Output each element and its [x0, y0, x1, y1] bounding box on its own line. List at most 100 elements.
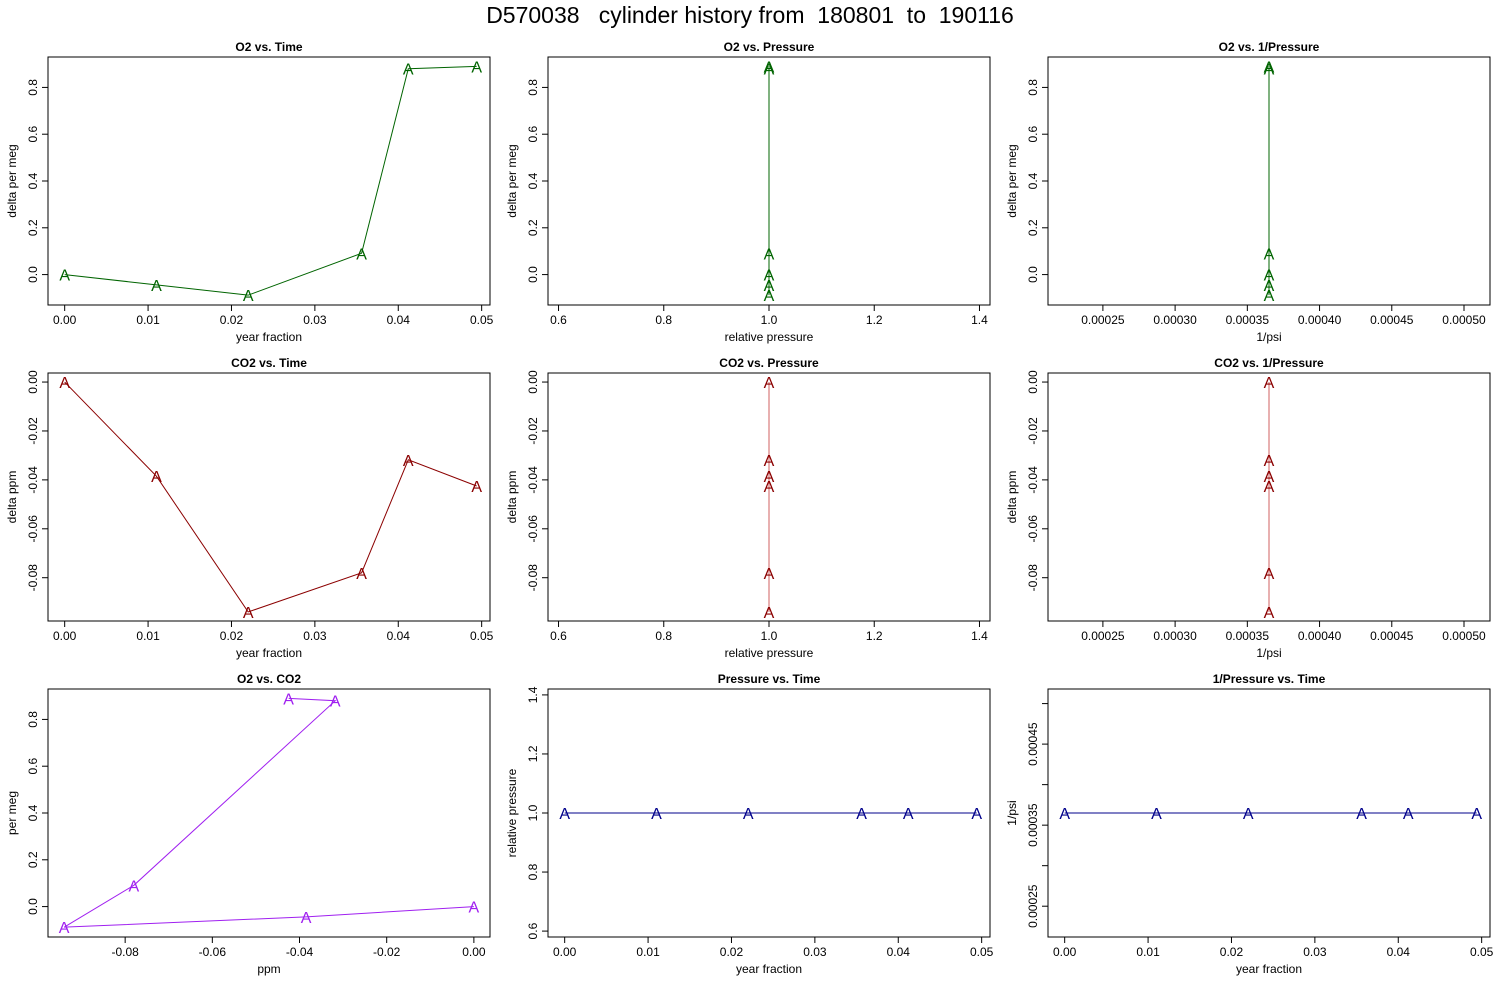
x-tick-label: -0.06	[199, 945, 227, 959]
y-tick-label: 0.00035	[1026, 803, 1040, 847]
x-tick-label: 0.03	[303, 629, 327, 643]
x-axis-label: 1/psi	[1256, 646, 1281, 660]
x-axis-label: year fraction	[236, 330, 302, 344]
y-axis-label: delta ppm	[5, 471, 19, 524]
y-tick-label: 0.00	[1026, 370, 1040, 394]
panel-title: O2 vs. Time	[235, 40, 302, 54]
x-axis-label: ppm	[257, 962, 280, 976]
panel-title: CO2 vs. Time	[231, 356, 307, 370]
data-point-marker: A	[1264, 62, 1275, 79]
data-point-marker: A	[764, 246, 775, 263]
data-point-marker: A	[1356, 806, 1367, 823]
data-point-marker: A	[764, 288, 775, 305]
y-tick-label: 0.8	[526, 863, 540, 880]
y-tick-label: 0.0	[526, 266, 540, 283]
x-tick-label: 0.8	[655, 313, 672, 327]
x-axis-label: 1/psi	[1256, 330, 1281, 344]
x-tick-label: 0.04	[387, 629, 411, 643]
x-tick-label: 0.00025	[1081, 629, 1125, 643]
x-tick-label: 0.6	[550, 313, 567, 327]
y-tick-label: 0.2	[1026, 219, 1040, 236]
y-tick-label: -0.04	[1026, 466, 1040, 494]
data-point-marker: A	[403, 453, 414, 470]
plot-frame	[47, 372, 491, 622]
data-point-marker: A	[903, 806, 914, 823]
panel-title: CO2 vs. Pressure	[719, 356, 819, 370]
y-tick-label: 0.8	[526, 79, 540, 96]
x-tick-label: 0.00045	[1370, 629, 1414, 643]
y-axis-label: 1/psi	[1005, 800, 1019, 825]
y-tick-label: 0.00025	[1026, 884, 1040, 928]
y-tick-label: 1.4	[526, 686, 540, 703]
x-tick-label: 0.00030	[1153, 313, 1197, 327]
chart-panel: CO2 vs. Pressure 0.6 0.8 1.0 1.2 1.4 0.00 -0.02…	[505, 356, 991, 660]
data-point-marker: A	[1264, 375, 1275, 392]
data-point-marker: A	[471, 59, 482, 76]
panel-title: CO2 vs. 1/Pressure	[1214, 356, 1324, 370]
x-tick-label: -0.04	[286, 945, 314, 959]
chart-panel: CO2 vs. 1/Pressure 0.00025 0.00030 0.00035 0…	[1005, 356, 1491, 660]
x-tick-label: 0.00040	[1298, 313, 1342, 327]
data-point-marker: A	[283, 691, 294, 708]
data-point-marker: A	[764, 62, 775, 79]
panel-title: Pressure vs. Time	[718, 672, 821, 686]
data-point-marker: A	[1264, 268, 1275, 285]
data-point-marker: A	[764, 469, 775, 486]
data-point-marker: A	[1264, 479, 1275, 496]
chart-panel: O2 vs. Pressure 0.6 0.8 1.0 1.2 1.4 0.0 0.2 0.4 0…	[505, 40, 991, 344]
x-axis-label: year fraction	[236, 646, 302, 660]
plot-frame	[47, 56, 491, 306]
data-point-marker: A	[856, 806, 867, 823]
y-tick-label: 0.2	[26, 219, 40, 236]
y-tick-label: 0.4	[26, 172, 40, 189]
data-point-marker: A	[129, 878, 140, 895]
data-point-marker: A	[1243, 806, 1254, 823]
x-axis-label: year fraction	[1236, 962, 1302, 976]
series-line	[64, 65, 477, 296]
y-axis-label: per meg	[5, 791, 19, 835]
x-axis-label: relative pressure	[725, 330, 814, 344]
x-axis-label: year fraction	[736, 962, 802, 976]
chart-panel: O2 vs. CO2 -0.08 -0.06 -0.04 -0.02 0.00 0.0 0.2…	[5, 672, 491, 976]
data-point-marker: A	[1059, 806, 1070, 823]
x-tick-label: 1.0	[761, 313, 778, 327]
data-point-marker: A	[1264, 453, 1275, 470]
data-point-marker: A	[1264, 59, 1275, 76]
chart-panel: O2 vs. 1/Pressure 0.00025 0.00030 0.00035 0.…	[1005, 40, 1491, 344]
data-point-marker: A	[151, 278, 162, 295]
x-tick-label: 0.00040	[1298, 629, 1342, 643]
y-tick-label: 0.4	[26, 804, 40, 821]
data-point-marker: A	[1264, 246, 1275, 263]
panel-title: 1/Pressure vs. Time	[1213, 672, 1326, 686]
y-tick-label: -0.08	[1026, 564, 1040, 592]
data-point-marker: A	[301, 910, 312, 927]
x-tick-label: 0.01	[1136, 945, 1160, 959]
data-point-marker: A	[764, 278, 775, 295]
data-point-marker: A	[471, 479, 482, 496]
x-tick-label: 0.04	[387, 313, 411, 327]
y-tick-label: -0.08	[526, 564, 540, 592]
data-point-marker: A	[469, 900, 480, 917]
x-tick-label: 0.04	[887, 945, 911, 959]
y-axis-label: delta per meg	[505, 144, 519, 217]
x-tick-label: 0.00	[53, 313, 77, 327]
y-tick-label: -0.04	[526, 466, 540, 494]
x-tick-label: 0.00	[53, 629, 77, 643]
x-tick-label: 0.00	[553, 945, 577, 959]
chart-panel: 1/Pressure vs. Time 0.00 0.01 0.02 0.03 0.04 0…	[1005, 672, 1494, 976]
data-point-marker: A	[59, 920, 70, 937]
data-point-marker: A	[59, 375, 70, 392]
y-tick-label: 0.0	[26, 898, 40, 915]
y-tick-label: -0.06	[26, 515, 40, 543]
x-tick-label: 0.00050	[1442, 629, 1486, 643]
series-line	[64, 381, 477, 613]
x-tick-label: 0.00035	[1226, 629, 1270, 643]
y-tick-label: 0.6	[526, 922, 540, 939]
x-tick-label: 0.02	[220, 629, 244, 643]
y-axis-label: relative pressure	[505, 768, 519, 857]
x-tick-label: 1.0	[761, 629, 778, 643]
y-tick-label: -0.08	[26, 564, 40, 592]
data-point-marker: A	[1264, 288, 1275, 305]
y-tick-label: 0.00045	[1026, 722, 1040, 766]
y-tick-label: 1.0	[526, 804, 540, 821]
